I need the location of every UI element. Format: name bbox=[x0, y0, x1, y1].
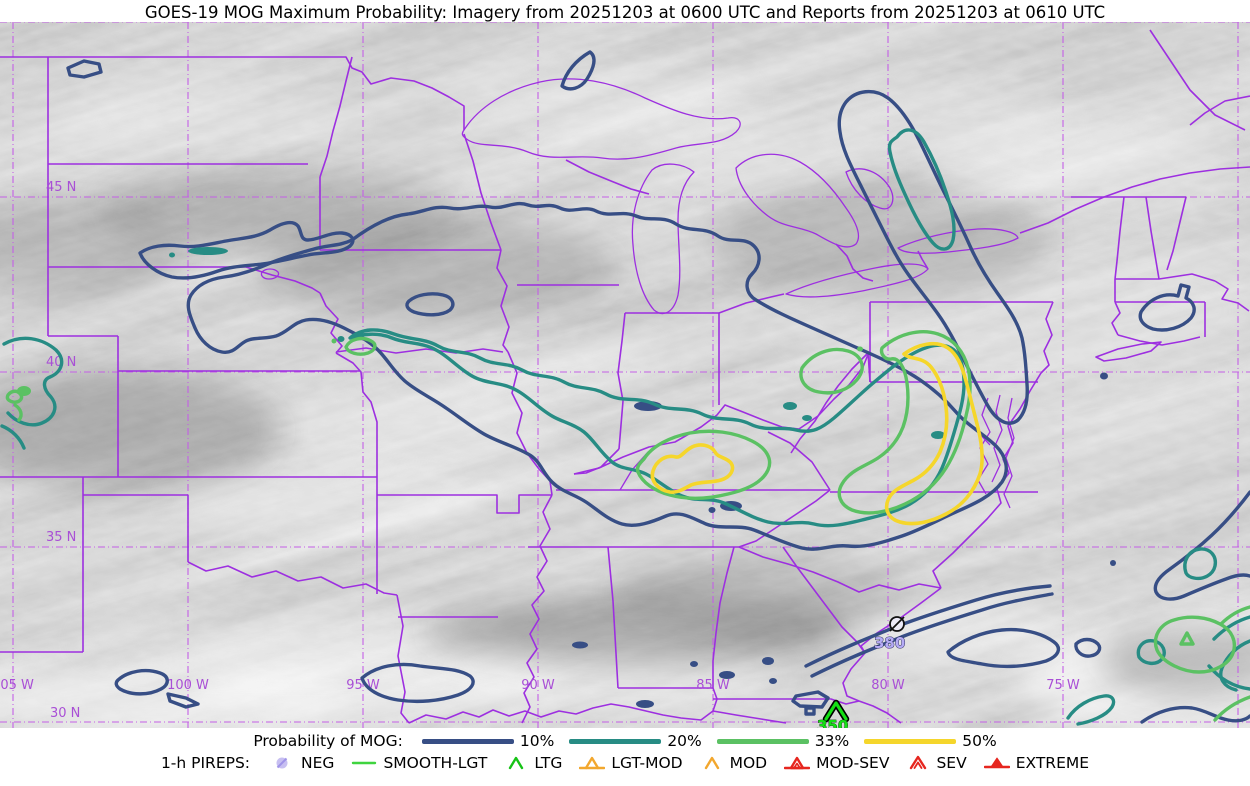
legend-item-extreme: EXTREME bbox=[983, 754, 1089, 772]
svg-text:350: 350 bbox=[817, 717, 848, 735]
svg-text:45 N: 45 N bbox=[46, 180, 76, 195]
smooth-lgt-icon bbox=[352, 761, 377, 765]
legend-item-neg: NEG bbox=[271, 754, 334, 772]
probability-legend-label: Probability of MOG: bbox=[253, 732, 403, 750]
legend-item-10pct: 10% bbox=[421, 732, 554, 750]
page-title: GOES-19 MOG Maximum Probability: Imagery… bbox=[144, 3, 1106, 22]
prob-33-contour bbox=[5, 329, 1250, 722]
legend-item-sev: SEV bbox=[906, 754, 967, 772]
legend-item-lgt-mod: LGT-MOD bbox=[579, 754, 683, 772]
legend-item-33pct: 33% bbox=[716, 732, 849, 750]
svg-text:35 N: 35 N bbox=[46, 530, 76, 545]
pirep-legend-label: 1-h PIREPS: bbox=[160, 754, 251, 772]
svg-text:100 W: 100 W bbox=[167, 678, 209, 693]
prob-20-contour bbox=[0, 128, 1250, 726]
lgt-mod-icon bbox=[579, 756, 606, 770]
svg-text:85 W: 85 W bbox=[696, 678, 730, 693]
svg-text:90 W: 90 W bbox=[521, 678, 555, 693]
pirep-map-markers: 350 380 bbox=[817, 616, 906, 735]
prob-10-swatch bbox=[421, 738, 514, 744]
legend-item-smooth-lgt: SMOOTH-LGT bbox=[351, 754, 487, 772]
prob-10-contour bbox=[66, 50, 1250, 724]
sev-icon bbox=[910, 755, 927, 770]
legend-item-ltg: LTG bbox=[504, 754, 562, 772]
legend-item-20pct: 20% bbox=[569, 732, 702, 750]
prob-33-swatch bbox=[716, 738, 809, 744]
svg-text:105 W: 105 W bbox=[0, 678, 34, 693]
mod-sev-icon bbox=[784, 756, 811, 770]
prob-20-swatch bbox=[569, 738, 662, 744]
svg-text:380: 380 bbox=[874, 634, 905, 652]
probability-legend: Probability of MOG: 10% 20% 33% 50% bbox=[0, 732, 1250, 750]
legend-item-50pct: 50% bbox=[864, 732, 997, 750]
mod-icon bbox=[704, 756, 719, 770]
ltg-icon bbox=[509, 756, 524, 770]
neg-icon bbox=[276, 757, 288, 769]
svg-text:75 W: 75 W bbox=[1046, 678, 1080, 693]
legend-item-mod-sev: MOD-SEV bbox=[784, 754, 889, 772]
pirep-legend: 1-h PIREPS: NEG SMOOTH-LGT LTG LGT-MOD M… bbox=[0, 754, 1250, 772]
svg-text:80 W: 80 W bbox=[871, 678, 905, 693]
extreme-icon bbox=[983, 757, 1010, 769]
cloud-patches bbox=[0, 60, 1250, 728]
svg-text:30 N: 30 N bbox=[50, 706, 80, 721]
legend-item-mod: MOD bbox=[700, 754, 767, 772]
prob-50-swatch bbox=[864, 738, 957, 744]
prob-50-contour bbox=[650, 341, 984, 526]
probability-contours bbox=[0, 50, 1250, 726]
